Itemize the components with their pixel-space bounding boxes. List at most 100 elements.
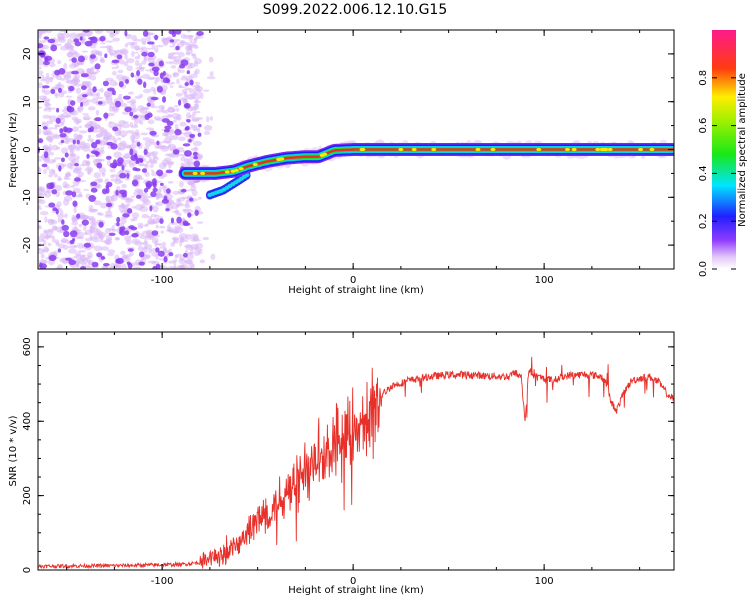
noise-speckle bbox=[111, 89, 116, 96]
noise-speckle bbox=[177, 69, 186, 74]
noise-speckle bbox=[186, 70, 190, 75]
noise-speckle bbox=[46, 120, 54, 125]
noise-speckle bbox=[128, 91, 134, 95]
noise-speckle bbox=[89, 120, 93, 128]
noise-speckle bbox=[104, 53, 108, 59]
noise-speckle bbox=[91, 261, 99, 268]
noise-speckle bbox=[39, 30, 48, 33]
noise-speckle bbox=[43, 157, 50, 164]
noise-speckle bbox=[54, 43, 62, 47]
noise-speckle bbox=[55, 208, 59, 215]
noise-speckle bbox=[43, 169, 47, 175]
noise-speckle bbox=[75, 134, 82, 142]
noise-speckle bbox=[114, 50, 121, 53]
noise-speckle bbox=[162, 163, 167, 167]
noise-speckle bbox=[186, 253, 194, 260]
noise-speckle bbox=[174, 123, 179, 131]
noise-speckle bbox=[92, 86, 97, 93]
noise-speckle bbox=[185, 48, 193, 55]
noise-speckle bbox=[92, 129, 100, 133]
noise-speckle bbox=[54, 226, 64, 232]
noise-speckle bbox=[128, 143, 138, 149]
noise-speckle bbox=[58, 165, 62, 172]
noise-speckle bbox=[172, 59, 180, 65]
noise-speckle bbox=[139, 242, 144, 245]
noise-speckle bbox=[114, 30, 120, 35]
noise-speckle bbox=[182, 252, 188, 258]
noise-speckle bbox=[89, 54, 96, 59]
noise-speckle bbox=[125, 204, 131, 207]
noise-speckle bbox=[159, 218, 164, 225]
noise-speckle bbox=[38, 35, 42, 40]
noise-speckle bbox=[190, 243, 199, 251]
y-tick-label: 20 bbox=[22, 48, 33, 61]
noise-speckle bbox=[145, 127, 155, 131]
noise-speckle bbox=[155, 247, 160, 253]
noise-speckle bbox=[208, 56, 214, 63]
noise-speckle bbox=[193, 37, 198, 43]
noise-speckle bbox=[154, 46, 159, 53]
noise-speckle bbox=[154, 105, 158, 109]
noise-speckle bbox=[138, 251, 145, 258]
noise-speckle bbox=[167, 161, 172, 169]
snr-xlabel: Height of straight line (km) bbox=[288, 585, 424, 596]
noise-speckle bbox=[63, 30, 67, 34]
noise-speckle bbox=[77, 55, 86, 63]
noise-speckle bbox=[162, 186, 166, 191]
noise-speckle bbox=[190, 182, 196, 187]
noise-speckle bbox=[166, 224, 171, 231]
ridge-bright-spot bbox=[279, 157, 285, 161]
noise-speckle bbox=[159, 72, 164, 80]
noise-speckle bbox=[93, 200, 102, 206]
noise-speckle bbox=[38, 206, 43, 210]
noise-speckle bbox=[180, 33, 187, 39]
noise-speckle bbox=[50, 44, 58, 52]
noise-speckle bbox=[202, 236, 210, 241]
spectrogram-xlabel: Height of straight line (km) bbox=[288, 285, 424, 296]
noise-speckle bbox=[111, 174, 119, 177]
noise-speckle bbox=[61, 224, 69, 232]
noise-speckle bbox=[203, 130, 211, 136]
noise-speckle bbox=[157, 250, 165, 257]
noise-speckle bbox=[175, 45, 180, 51]
noise-speckle bbox=[159, 186, 163, 193]
noise-speckle bbox=[109, 52, 114, 57]
noise-speckle bbox=[137, 118, 142, 124]
noise-speckle bbox=[94, 151, 101, 156]
noise-speckle bbox=[158, 225, 166, 229]
noise-speckle bbox=[138, 164, 148, 167]
noise-speckle bbox=[73, 206, 77, 214]
noise-speckle bbox=[132, 167, 138, 171]
noise-speckle bbox=[90, 187, 98, 193]
noise-speckle bbox=[188, 262, 195, 267]
noise-speckle bbox=[42, 114, 51, 119]
noise-speckle bbox=[131, 137, 135, 145]
noise-speckle bbox=[130, 72, 135, 78]
colorbar-gradient bbox=[712, 30, 736, 269]
noise-speckle bbox=[192, 87, 199, 93]
ridge-bright-spot bbox=[607, 147, 613, 152]
noise-speckle bbox=[151, 151, 159, 156]
noise-speckle bbox=[163, 129, 170, 133]
noise-speckle bbox=[78, 194, 82, 197]
noise-speckle bbox=[189, 226, 194, 230]
ridge-bright-spot bbox=[192, 171, 198, 175]
noise-speckle bbox=[124, 254, 132, 258]
noise-speckle bbox=[134, 51, 139, 54]
snr-frame bbox=[37, 331, 675, 571]
noise-speckle bbox=[193, 160, 201, 168]
noise-speckle bbox=[144, 235, 152, 239]
noise-speckle bbox=[198, 196, 203, 200]
noise-speckle bbox=[154, 214, 160, 218]
noise-speckle bbox=[107, 206, 111, 212]
noise-speckle bbox=[78, 223, 83, 228]
noise-speckle bbox=[121, 183, 127, 189]
noise-speckle bbox=[47, 127, 55, 130]
noise-speckle bbox=[186, 30, 192, 33]
noise-speckle bbox=[46, 165, 50, 171]
noise-speckle bbox=[121, 263, 127, 269]
noise-speckle bbox=[78, 62, 83, 65]
noise-speckle bbox=[172, 134, 179, 141]
noise-speckle bbox=[110, 143, 118, 150]
noise-speckle bbox=[42, 144, 49, 151]
